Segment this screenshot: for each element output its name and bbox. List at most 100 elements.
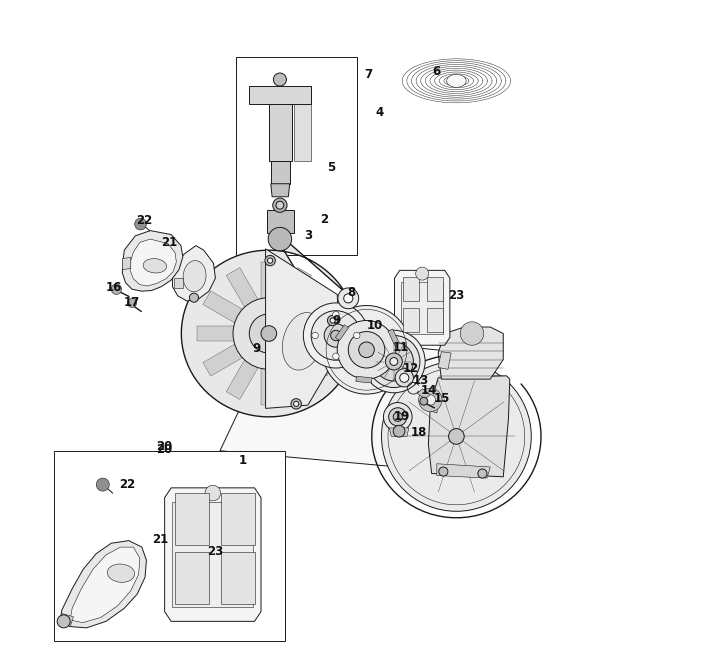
Polygon shape: [269, 104, 292, 161]
Polygon shape: [261, 356, 276, 405]
Circle shape: [449, 428, 464, 444]
Circle shape: [274, 73, 287, 86]
Text: 15: 15: [433, 392, 449, 405]
Text: 21: 21: [152, 534, 168, 547]
Polygon shape: [203, 338, 253, 376]
Polygon shape: [266, 249, 341, 408]
Circle shape: [395, 369, 413, 387]
Bar: [403, 308, 419, 332]
Text: 9: 9: [252, 342, 261, 355]
Text: 6: 6: [433, 65, 441, 78]
Bar: [175, 493, 209, 545]
Ellipse shape: [183, 260, 206, 292]
Bar: [54, 451, 285, 641]
Polygon shape: [122, 231, 183, 291]
Text: 2: 2: [320, 213, 328, 226]
Circle shape: [189, 293, 199, 302]
Polygon shape: [220, 334, 500, 472]
Circle shape: [233, 298, 305, 370]
Polygon shape: [401, 282, 444, 334]
Polygon shape: [59, 613, 73, 627]
Bar: [236, 57, 356, 255]
Circle shape: [438, 467, 448, 476]
Circle shape: [57, 615, 71, 628]
Polygon shape: [294, 86, 311, 161]
Polygon shape: [336, 325, 348, 341]
Polygon shape: [203, 291, 253, 329]
Ellipse shape: [143, 258, 166, 273]
Text: 16: 16: [106, 281, 122, 294]
Polygon shape: [249, 86, 311, 104]
Circle shape: [393, 412, 402, 421]
Circle shape: [354, 332, 360, 339]
Bar: [175, 552, 209, 604]
Polygon shape: [438, 352, 451, 370]
Text: 9: 9: [333, 314, 341, 327]
Text: 17: 17: [124, 296, 140, 309]
Polygon shape: [438, 327, 503, 379]
Polygon shape: [423, 391, 439, 413]
Polygon shape: [395, 270, 450, 345]
Circle shape: [261, 326, 276, 341]
Circle shape: [324, 324, 348, 347]
Circle shape: [333, 311, 339, 318]
Circle shape: [205, 485, 220, 501]
Polygon shape: [261, 262, 276, 311]
Ellipse shape: [282, 313, 323, 370]
Polygon shape: [60, 541, 146, 628]
Circle shape: [343, 294, 353, 303]
Polygon shape: [181, 225, 351, 417]
Bar: [428, 308, 444, 332]
Text: 20: 20: [156, 443, 173, 456]
Bar: [220, 552, 254, 604]
Circle shape: [135, 218, 146, 230]
Circle shape: [385, 353, 402, 370]
Circle shape: [291, 399, 302, 409]
Polygon shape: [197, 326, 246, 341]
Polygon shape: [271, 184, 289, 197]
Text: 4: 4: [375, 105, 384, 118]
Polygon shape: [274, 267, 312, 318]
Circle shape: [363, 330, 425, 393]
Polygon shape: [226, 267, 264, 318]
Text: 5: 5: [327, 161, 335, 174]
Circle shape: [390, 358, 397, 366]
Polygon shape: [226, 349, 264, 400]
Circle shape: [415, 267, 428, 280]
Circle shape: [382, 362, 531, 511]
Text: 3: 3: [304, 230, 312, 243]
Text: 11: 11: [392, 341, 408, 354]
Circle shape: [420, 398, 428, 405]
Polygon shape: [390, 428, 409, 436]
Text: 22: 22: [119, 478, 135, 491]
Circle shape: [359, 342, 374, 358]
Polygon shape: [174, 278, 183, 288]
Circle shape: [265, 255, 275, 266]
Text: 20: 20: [156, 440, 173, 453]
Polygon shape: [173, 246, 215, 301]
Circle shape: [460, 322, 484, 345]
Text: 8: 8: [348, 286, 356, 299]
Polygon shape: [284, 338, 335, 376]
Circle shape: [328, 315, 338, 326]
Text: 13: 13: [413, 374, 429, 387]
Polygon shape: [165, 488, 261, 621]
Text: 7: 7: [364, 68, 372, 81]
Circle shape: [368, 336, 420, 388]
Polygon shape: [274, 349, 312, 400]
Polygon shape: [271, 161, 289, 184]
Text: 14: 14: [421, 385, 437, 398]
Circle shape: [330, 318, 336, 323]
Text: 21: 21: [161, 236, 177, 249]
Ellipse shape: [107, 564, 135, 582]
Ellipse shape: [446, 75, 466, 88]
Circle shape: [374, 342, 413, 381]
Circle shape: [323, 305, 411, 394]
Polygon shape: [173, 502, 253, 607]
Circle shape: [273, 198, 287, 213]
Circle shape: [111, 284, 122, 294]
Circle shape: [348, 332, 384, 368]
Text: 23: 23: [449, 289, 464, 302]
Polygon shape: [388, 329, 400, 345]
Text: 19: 19: [394, 410, 410, 423]
